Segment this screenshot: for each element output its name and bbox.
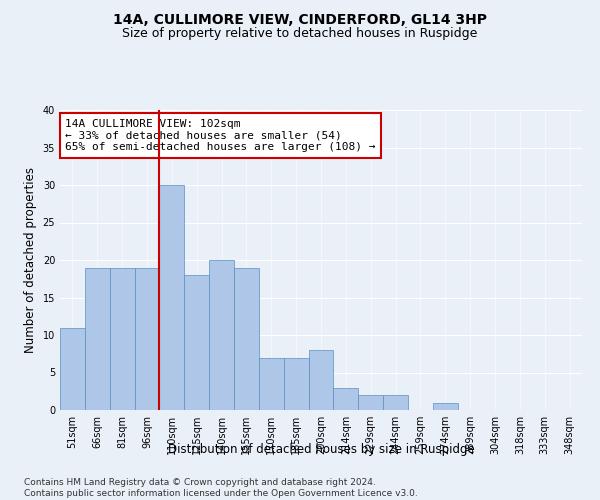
Bar	[209, 260, 234, 410]
Bar	[334, 388, 358, 410]
Bar	[383, 395, 408, 410]
Bar	[85, 268, 110, 410]
Text: Distribution of detached houses by size in Ruspidge: Distribution of detached houses by size …	[167, 442, 475, 456]
Bar	[134, 268, 160, 410]
Y-axis label: Number of detached properties: Number of detached properties	[24, 167, 37, 353]
Bar	[358, 395, 383, 410]
Bar	[184, 275, 209, 410]
Bar	[160, 185, 184, 410]
Text: 14A, CULLIMORE VIEW, CINDERFORD, GL14 3HP: 14A, CULLIMORE VIEW, CINDERFORD, GL14 3H…	[113, 12, 487, 26]
Bar	[234, 268, 259, 410]
Text: 14A CULLIMORE VIEW: 102sqm
← 33% of detached houses are smaller (54)
65% of semi: 14A CULLIMORE VIEW: 102sqm ← 33% of deta…	[65, 119, 376, 152]
Text: Size of property relative to detached houses in Ruspidge: Size of property relative to detached ho…	[122, 28, 478, 40]
Bar	[110, 268, 134, 410]
Bar	[259, 358, 284, 410]
Bar	[284, 358, 308, 410]
Bar	[433, 402, 458, 410]
Bar	[60, 328, 85, 410]
Text: Contains HM Land Registry data © Crown copyright and database right 2024.
Contai: Contains HM Land Registry data © Crown c…	[24, 478, 418, 498]
Bar	[308, 350, 334, 410]
